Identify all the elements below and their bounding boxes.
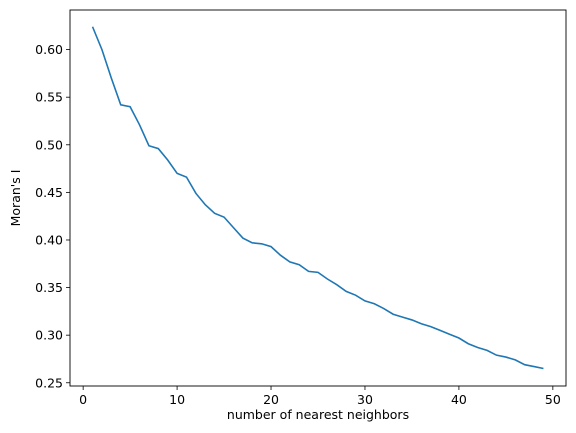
y-axis-label: Moran's I bbox=[8, 170, 23, 227]
y-tick-label: 0.30 bbox=[35, 328, 63, 343]
x-tick-label: 50 bbox=[545, 392, 561, 407]
x-tick-label: 0 bbox=[79, 392, 87, 407]
y-tick-label: 0.45 bbox=[35, 185, 63, 200]
line bbox=[91, 26, 544, 370]
plot-frame bbox=[69, 9, 567, 387]
y-tick-label: 0.25 bbox=[35, 375, 63, 390]
y-tick-label: 0.35 bbox=[35, 280, 63, 295]
y-tick-label: 0.40 bbox=[35, 232, 63, 247]
y-tick-label: 0.50 bbox=[35, 137, 63, 152]
x-tick-label: 10 bbox=[169, 392, 185, 407]
x-tick-label: 40 bbox=[451, 392, 467, 407]
x-axis-label: number of nearest neighbors bbox=[227, 407, 409, 422]
y-tick-label: 0.55 bbox=[35, 90, 63, 105]
y-tick-label: 0.60 bbox=[35, 42, 63, 57]
x-tick-label: 30 bbox=[357, 392, 373, 407]
x-tick-label: 20 bbox=[263, 392, 279, 407]
